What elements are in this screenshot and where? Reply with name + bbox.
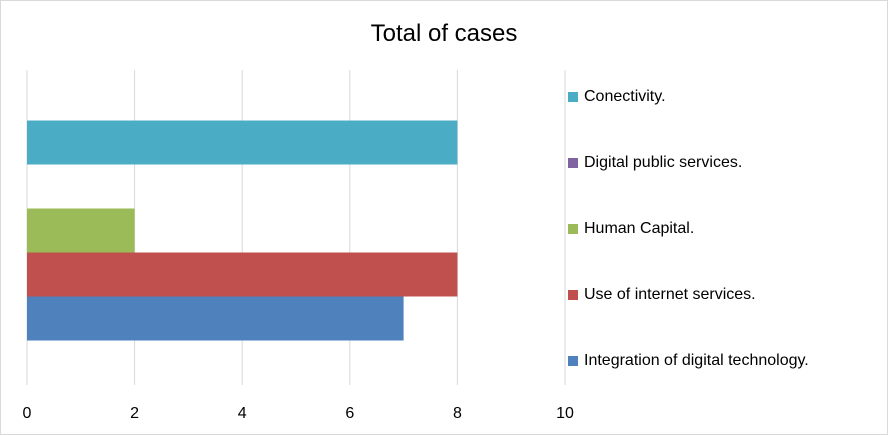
legend-item: Use of internet services. [568, 286, 756, 304]
legend-swatch [568, 92, 578, 102]
legend-label: Use of internet services. [584, 286, 756, 303]
legend-item: Digital public services. [568, 154, 742, 172]
legend-label: Human Capital. [584, 220, 695, 237]
bar-human-capital [27, 208, 135, 253]
legend-label: Digital public services. [584, 154, 743, 171]
x-tick-label: 8 [453, 405, 462, 422]
legend-swatch [568, 224, 578, 234]
x-tick-label: 4 [238, 405, 247, 422]
bar-conectivity [27, 120, 458, 165]
x-tick-label: 2 [130, 405, 139, 422]
x-tick-label: 0 [23, 405, 32, 422]
bar-use-of-internet-services [27, 252, 458, 297]
legend-swatch [568, 158, 578, 168]
legend-item: Human Capital. [568, 220, 694, 238]
legend-item: Integration of digital technology. [568, 352, 809, 370]
x-tick-label: 10 [556, 405, 574, 422]
legend-label: Integration of digital technology. [584, 352, 809, 369]
legend-item: Conectivity. [568, 88, 666, 106]
x-tick-label: 6 [345, 405, 354, 422]
chart-title: Total of cases [370, 20, 518, 47]
legend-swatch [568, 356, 578, 366]
bar-integration-of-digital-technology [27, 296, 404, 341]
legend-label: Conectivity. [584, 88, 666, 105]
legend-swatch [568, 290, 578, 300]
